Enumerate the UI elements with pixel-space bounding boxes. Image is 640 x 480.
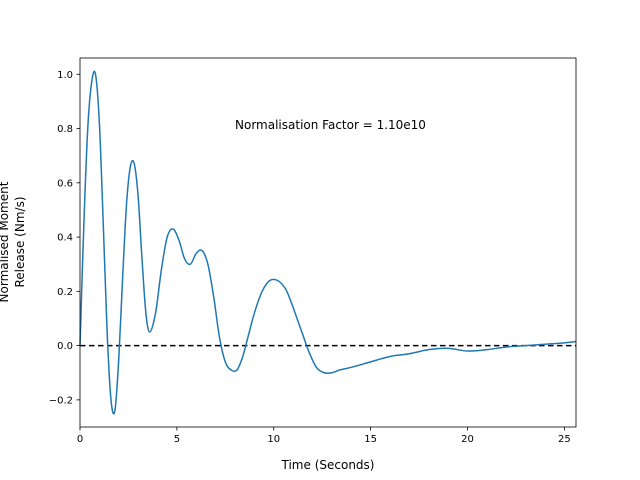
y-tick-label: 0.0 — [57, 341, 73, 352]
plot-frame — [79, 57, 577, 428]
normalisation-annotation: Normalisation Factor = 1.10e10 — [235, 118, 426, 132]
x-tick-label: 0 — [77, 434, 83, 445]
y-tick-label: 0.8 — [57, 124, 73, 135]
series-line-0 — [79, 70, 577, 415]
x-axis-ticks: 0 5 10 15 20 25 — [77, 427, 571, 445]
x-tick-label: 25 — [558, 434, 571, 445]
plot-area — [79, 57, 577, 428]
y-tick-label: 0.6 — [57, 178, 73, 189]
x-tick-label: 15 — [364, 434, 377, 445]
y-axis-ticks: −0.2 0.0 0.2 0.4 0.6 0.8 1.0 — [49, 70, 80, 406]
y-tick-label: 0.4 — [57, 233, 73, 244]
y-tick-label: 1.0 — [57, 70, 73, 81]
x-axis-label: Time (Seconds) — [281, 458, 375, 472]
x-tick-label: 5 — [174, 434, 180, 445]
y-tick-label: 0.2 — [57, 287, 73, 298]
x-tick-label: 10 — [267, 434, 280, 445]
y-axis-label-line-1: Normalised Moment — [0, 181, 11, 302]
y-axis-label-line-2: Release (Nm/s) — [13, 196, 27, 287]
y-tick-label: −0.2 — [49, 395, 73, 406]
x-tick-label: 20 — [461, 434, 474, 445]
